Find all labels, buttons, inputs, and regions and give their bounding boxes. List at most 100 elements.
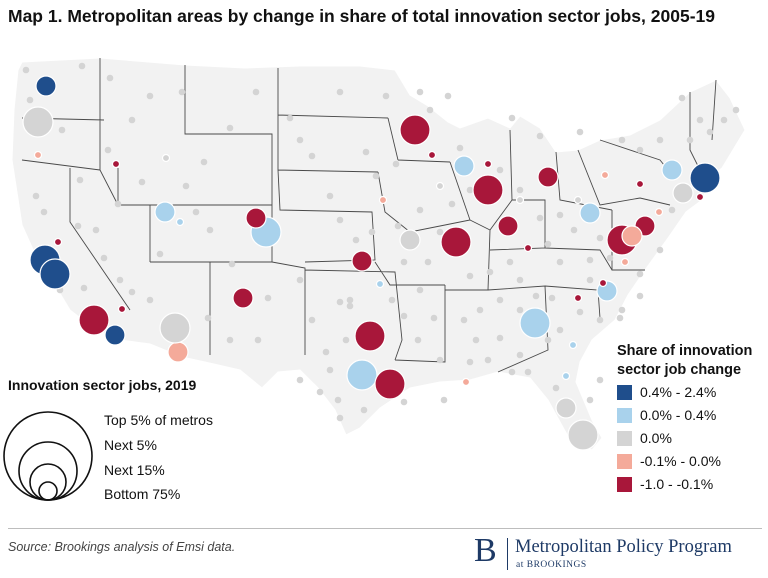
metro-dot-small [128,288,136,296]
metro-dot-small [336,298,344,306]
metro-dot-small [116,276,124,284]
metro-bubble [346,359,378,391]
metro-bubble [399,114,431,146]
metro-dot-small [516,351,524,359]
metro-dot-small [372,172,380,180]
metro-dot-small [40,208,48,216]
metro-dot-small [496,166,504,174]
metro-dot-small [388,296,396,304]
metro-dot-small [58,126,66,134]
metro-dot-small [146,296,154,304]
size-label-next15: Next 15% [104,462,165,478]
metro-bubble [461,377,471,387]
metro-dot-small [286,114,294,122]
metro-dot-small [400,398,408,406]
metro-dot-small [424,258,432,266]
metro-dot-small [460,316,468,324]
metro-dot-small [204,314,212,322]
metro-dot-small [254,336,262,344]
metro-dot-small [226,336,234,344]
metro-dot-small [336,88,344,96]
metro-dot-small [556,258,564,266]
metro-dot-small [80,284,88,292]
size-label-top5: Top 5% of metros [104,412,213,428]
metro-dot-small [448,200,456,208]
metro-dot-small [392,160,400,168]
swatch-1 [617,384,632,400]
metro-dot-small [668,206,676,214]
metro-bubble [154,201,176,223]
metro-dot-small [22,66,30,74]
metro-bubble [472,174,504,206]
metro-bubble [159,312,191,344]
metro-dot-small [146,92,154,100]
metro-dot-small [436,356,444,364]
metro-dot-small [346,302,354,310]
metro-dot-small [78,62,86,70]
metro-dot-small [576,308,584,316]
metro-bubble [351,250,373,272]
metro-dot-small [400,258,408,266]
metro-dot-small [466,186,474,194]
metro-dot-small [416,88,424,96]
metro-dot-small [516,186,524,194]
metro-bubble [232,287,254,309]
metro-dot-small [296,376,304,384]
logo-divider [507,538,508,570]
footer-divider [8,528,762,529]
metro-dot-small [326,192,334,200]
size-legend-bottom75 [38,481,58,501]
program-name: Metropolitan Policy Program [515,537,732,557]
size-legend-title: Innovation sector jobs, 2019 [8,377,197,393]
metro-bubble [39,258,71,290]
color-legend-title-line2: sector job change [617,362,742,378]
metro-dot-small [586,396,594,404]
size-label-bottom75: Bottom 75% [104,486,181,502]
size-legend-circles [3,411,93,501]
metro-dot-small [436,228,444,236]
metro-bubble [427,150,437,160]
size-legend-next5 [18,441,78,501]
metro-dot-small [466,358,474,366]
metro-dot-small [548,294,556,302]
metro-dot-small [606,254,614,262]
program-affiliation: at BROOKINGS [516,560,587,570]
metro-bubble [375,279,385,289]
size-label-next5: Next 5% [104,437,157,453]
metro-dot-small [506,258,514,266]
metro-bubble [35,75,57,97]
metro-bubble [672,182,694,204]
metro-dot-small [362,148,370,156]
metro-dot-small [696,116,704,124]
metro-dot-small [678,94,686,102]
metro-dot-small [308,152,316,160]
metro-bubble [695,192,705,202]
metro-bubble [399,229,421,251]
metro-bubble [579,202,601,224]
metro-dot-small [416,286,424,294]
metro-dot-small [114,200,122,208]
metro-bubble [111,159,121,169]
metro-dot-small [596,376,604,384]
metro-dot-small [524,368,532,376]
metro-dot-small [532,292,540,300]
metro-dot-small [430,314,438,322]
size-legend-top5 [3,411,93,501]
brookings-b-logo-icon: B [474,532,497,569]
metro-bubble [374,368,406,400]
metro-dot-small [496,296,504,304]
metro-dot-small [138,178,146,186]
metro-dot-small [200,158,208,166]
metro-dot-small [252,88,260,96]
metro-dot-small [394,222,402,230]
metro-bubble [661,159,683,181]
metro-dot-small [416,206,424,214]
metro-dot-small [326,366,334,374]
metro-dot-small [440,396,448,404]
metro-dot-small [484,356,492,364]
metro-dot-small [100,254,108,262]
metro-dot-small [556,326,564,334]
metro-dot-small [556,211,564,219]
metro-dot-small [296,136,304,144]
us-metro-map [11,57,746,451]
